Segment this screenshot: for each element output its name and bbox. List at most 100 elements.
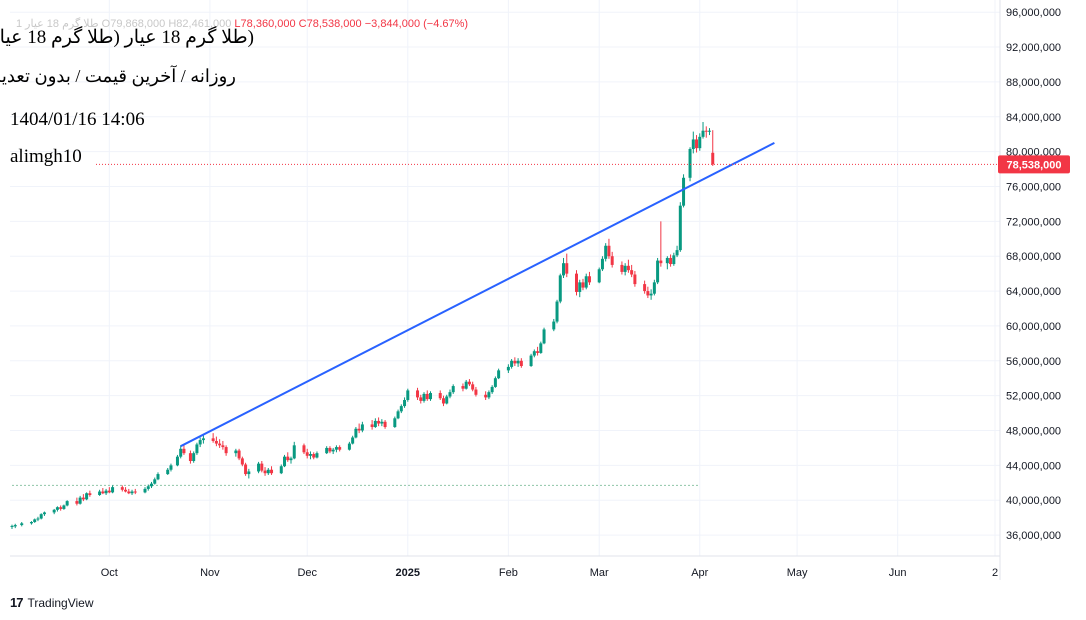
candle-body [338,447,342,450]
candle-body [529,355,533,367]
candle-body [623,265,627,272]
candle-body [240,458,244,465]
candle-body [260,463,264,471]
tradingview-logo[interactable]: 17 TradingView [10,595,94,610]
candle-body [150,483,154,487]
candle-body [467,381,471,385]
candle-body [584,276,588,288]
candle [334,445,338,453]
candle-body [578,282,582,292]
candle-body [445,396,449,404]
candle [652,279,656,296]
candle-body [555,301,559,322]
candle-body [334,447,338,450]
y-tick-label: 92,000,000 [1006,42,1061,54]
candle-body [305,452,309,456]
candle-body [289,458,293,461]
candle-body [574,273,578,292]
candle [111,485,115,494]
candle [536,346,540,356]
candle [257,461,261,474]
tradingview-logo-icon: 17 [10,595,24,610]
candle [529,353,533,367]
candle [81,494,85,502]
y-tick-label: 36,000,000 [1006,530,1061,542]
trendline-segment [180,142,775,448]
candle-body [539,343,543,353]
candle [325,446,329,455]
candle [78,495,82,505]
candle [490,385,494,394]
candle [695,135,699,153]
ohlc-open: O79,868,000 [101,18,166,30]
candle [665,256,669,270]
candle-body [331,449,335,452]
candle-body [532,351,536,356]
candle [711,130,715,166]
candle [578,279,582,298]
candle-body [214,440,218,444]
candle-body [604,245,608,259]
trendline[interactable] [180,142,775,448]
candle-body [610,256,614,265]
candle-body [351,437,355,444]
candle [484,391,488,401]
candle [406,388,410,402]
candle-body [247,471,251,475]
candle [552,318,556,332]
candle-body [302,445,306,453]
candle [36,516,40,522]
candle [403,397,407,408]
candle [429,391,433,401]
candle [98,489,102,496]
candle [175,454,179,467]
candle-body [182,448,186,454]
time-axis[interactable]: Oct Nov Dec 2025 Feb Mar Apr May Jun 2 [101,567,998,579]
candle [127,488,131,495]
last-price-label: 78,538,000 [998,155,1070,174]
candle [708,128,712,136]
candle-body [695,139,699,149]
candle-body [78,497,82,504]
candle-body [513,360,517,364]
candle-body [360,424,364,431]
candle [682,174,686,208]
candle-body [665,257,669,264]
candle [182,444,186,455]
candle [691,131,695,154]
candle [312,452,316,460]
candles-series [10,122,715,529]
candle [698,133,702,151]
candle [672,252,676,266]
candle-body [20,523,24,526]
ohlc-change: −3,844,000 (−4.67%) [364,18,469,30]
candle [425,390,429,401]
price-axis[interactable]: 96,000,000 92,000,000 88,000,000 84,000,000… [1006,7,1061,542]
candle-body [98,491,102,495]
candle [574,270,578,296]
candle [221,440,225,450]
candle-body [377,420,381,424]
candle-body [198,440,202,445]
candle-body [704,130,708,132]
candle-body [55,507,59,510]
candle-body [192,453,196,462]
candle-body [370,424,374,428]
candle-body [620,264,624,272]
x-tick-label: 2 [992,567,998,579]
candle [347,441,351,451]
candle [55,506,59,512]
y-tick-label: 40,000,000 [1006,495,1061,507]
candle-body [29,522,33,524]
candle [20,522,24,527]
candle-body [646,291,650,296]
x-tick-label: 2025 [396,567,420,579]
candle-body [510,360,514,367]
candle-body [266,469,270,474]
candle-body [626,265,630,271]
candle [201,434,205,444]
candle [497,368,501,380]
candle [351,435,355,445]
candle-body [649,293,653,296]
